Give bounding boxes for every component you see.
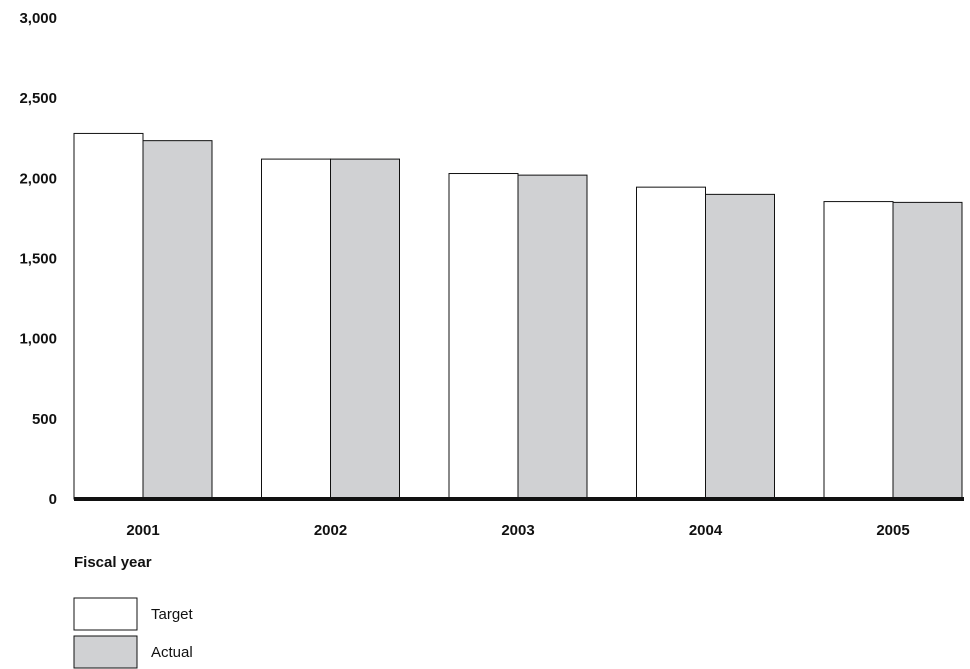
x-axis-label: Fiscal year xyxy=(74,554,152,571)
legend-label-actual: Actual xyxy=(151,644,193,661)
bar-actual-2003 xyxy=(517,174,588,500)
bar-actual-2005 xyxy=(892,201,963,500)
y-tick-label: 500 xyxy=(32,411,57,428)
bar-target-2002 xyxy=(261,158,331,500)
y-tick-label: 0 xyxy=(49,491,57,508)
legend: Target Actual xyxy=(73,597,194,669)
x-tick-label: 2003 xyxy=(501,522,534,539)
bars xyxy=(73,132,963,500)
y-axis-tick-labels: 0 500 1,000 1,500 2,000 2,500 3,000 xyxy=(19,10,57,508)
y-tick-label: 2,000 xyxy=(19,170,57,187)
y-tick-label: 1,000 xyxy=(19,331,57,348)
x-tick-label: 2001 xyxy=(126,522,159,539)
bar-target-2004 xyxy=(636,186,706,500)
y-tick-label: 3,000 xyxy=(19,10,57,27)
bar-actual-2002 xyxy=(330,158,400,500)
legend-swatch-actual xyxy=(73,635,138,669)
x-axis-tick-labels: 2001 2002 2003 2004 2005 xyxy=(126,522,909,539)
legend-swatch-target xyxy=(73,597,138,631)
legend-label-target: Target xyxy=(151,606,194,623)
y-tick-label: 2,500 xyxy=(19,90,57,107)
bar-target-2003 xyxy=(448,173,519,500)
bar-actual-2004 xyxy=(705,193,775,500)
y-tick-label: 1,500 xyxy=(19,251,57,268)
bar-target-2005 xyxy=(823,201,894,500)
x-tick-label: 2005 xyxy=(876,522,909,539)
bar-actual-2001 xyxy=(142,140,213,500)
x-tick-label: 2002 xyxy=(314,522,347,539)
x-tick-label: 2004 xyxy=(689,522,723,539)
bar-target-2001 xyxy=(73,132,144,500)
